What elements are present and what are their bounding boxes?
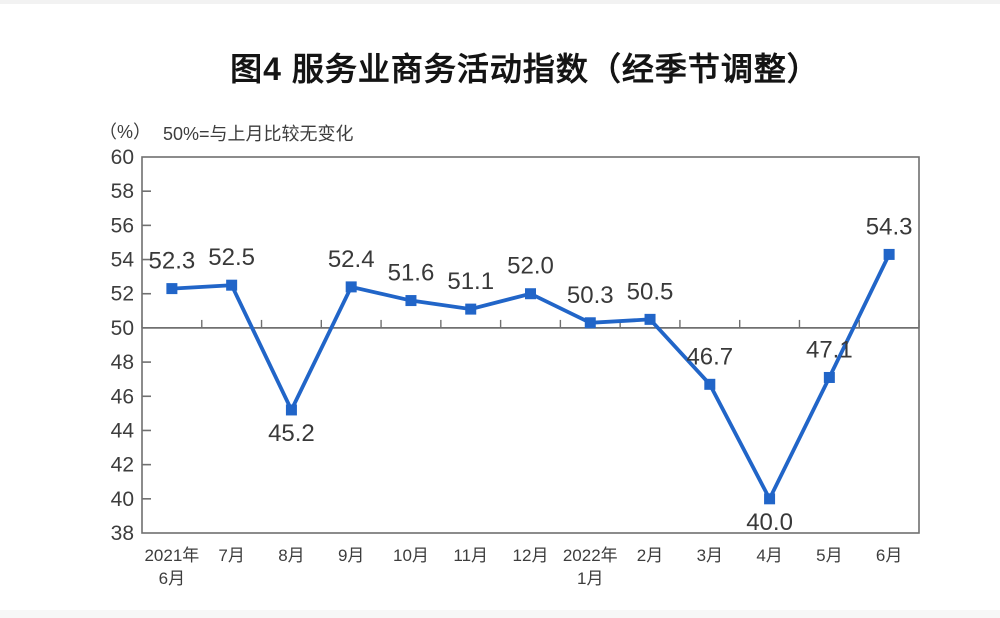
- y-axis-label: 58: [111, 180, 134, 203]
- bottom-strip: [0, 610, 1000, 618]
- y-axis-label: 54: [111, 249, 135, 272]
- data-point-label: 50.3: [567, 282, 614, 309]
- data-point-marker: [226, 279, 238, 291]
- y-axis-label: 46: [111, 385, 134, 408]
- data-point-label: 46.7: [686, 343, 733, 370]
- data-point-marker: [883, 248, 895, 260]
- y-axis-label: 40: [111, 488, 134, 511]
- data-point-marker: [345, 281, 357, 293]
- data-point-label: 54.3: [866, 213, 913, 240]
- data-point-label: 52.0: [507, 253, 554, 280]
- x-axis-label: 12月: [513, 546, 549, 565]
- data-point-marker: [704, 378, 716, 390]
- data-point-marker: [644, 313, 656, 325]
- y-axis-label: 44: [111, 419, 135, 442]
- x-axis-label: 1月: [577, 569, 603, 588]
- y-axis-label: 60: [111, 146, 134, 169]
- y-axis-label: 42: [111, 454, 134, 477]
- chart-title: 图4 服务业商务活动指数（经季节调整）: [230, 51, 820, 87]
- x-axis-label: 3月: [697, 546, 723, 565]
- y-axis-label: 52: [111, 283, 134, 306]
- x-axis-label: 5月: [816, 546, 842, 565]
- x-axis-label: 10月: [393, 546, 429, 565]
- data-point-marker: [584, 317, 596, 329]
- x-axis-label: 6月: [876, 546, 902, 565]
- data-point-marker: [285, 404, 297, 416]
- data-point-label: 51.6: [388, 260, 435, 287]
- data-point-label: 40.0: [746, 509, 793, 536]
- x-axis-label: 8月: [278, 546, 304, 565]
- data-point-label: 45.2: [268, 420, 315, 447]
- x-axis-label: 2022年: [563, 546, 618, 565]
- data-point-label: 52.3: [149, 248, 196, 275]
- y-axis-unit-label: （%）: [99, 122, 152, 142]
- data-point-marker: [764, 493, 776, 505]
- x-axis-label: 4月: [756, 546, 782, 565]
- data-point-marker: [823, 371, 835, 383]
- x-axis-label: 2月: [637, 546, 663, 565]
- data-point-label: 47.1: [806, 336, 853, 363]
- y-axis-label: 38: [111, 522, 134, 545]
- x-axis-label: 2021年: [144, 546, 199, 565]
- y-axis-label: 50: [111, 317, 134, 340]
- baseline-note: 50%=与上月比较无变化: [163, 124, 354, 144]
- plot-border: [141, 156, 920, 534]
- data-point-label: 52.4: [328, 246, 375, 273]
- data-point-marker: [465, 303, 477, 315]
- y-axis-label: 48: [111, 351, 134, 374]
- y-axis-label: 56: [111, 214, 134, 237]
- data-point-marker: [166, 283, 178, 295]
- data-point-marker: [525, 288, 536, 300]
- data-point-marker: [405, 295, 417, 307]
- x-axis-label: 11月: [453, 546, 488, 565]
- data-point-label: 52.5: [208, 244, 255, 271]
- x-axis-label: 6月: [159, 569, 185, 588]
- x-axis-label: 9月: [338, 546, 364, 565]
- data-point-label: 51.1: [447, 268, 494, 295]
- data-point-label: 50.5: [627, 278, 674, 305]
- x-axis-label: 7月: [218, 546, 244, 565]
- top-strip: [0, 0, 1000, 4]
